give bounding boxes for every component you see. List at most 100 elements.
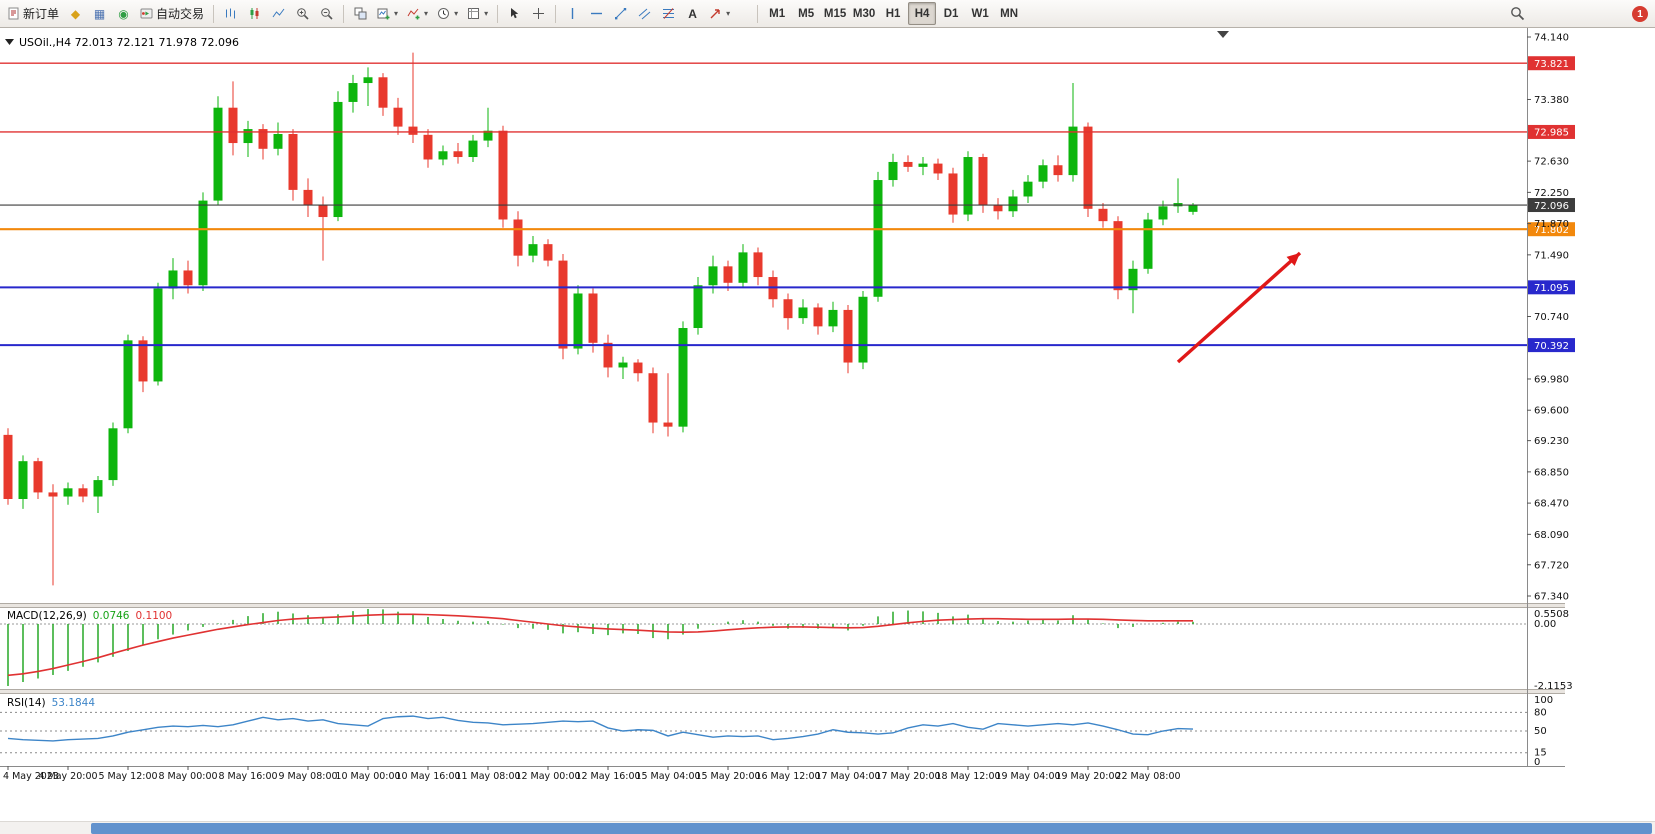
candle-body <box>213 107 223 201</box>
bar-chart-button[interactable] <box>219 2 242 25</box>
candle-body <box>1098 208 1108 222</box>
candle-body <box>1068 126 1078 176</box>
metaeditor-button[interactable]: ◆ <box>64 2 87 25</box>
candlestick-chart-button[interactable] <box>243 2 266 25</box>
candle-body <box>1143 219 1153 269</box>
candle-body <box>918 163 928 167</box>
options-button[interactable]: ▦ <box>88 2 111 25</box>
price-line-badge <box>1528 56 1575 71</box>
candle-body <box>78 488 88 497</box>
period-button[interactable]: ▾ <box>433 2 462 25</box>
candle-body <box>828 309 838 327</box>
new-chart-button[interactable]: ▾ <box>373 2 402 25</box>
indicators-button[interactable]: ▾ <box>403 2 432 25</box>
time-label: 5 May 12:00 <box>98 771 157 782</box>
candle-body <box>108 428 118 481</box>
time-label: 4 May 2023 <box>3 771 59 782</box>
price-line-badge-label: 70.392 <box>1534 341 1569 352</box>
fibonacci-tool-button[interactable] <box>657 2 680 25</box>
candle-body <box>483 130 493 141</box>
timeframe-m30-button[interactable]: M30 <box>850 2 878 25</box>
horizontal-line-tool-button[interactable] <box>585 2 608 25</box>
candle-body <box>408 126 418 135</box>
community-icon: ◉ <box>118 6 129 21</box>
arrows-icon <box>709 7 722 20</box>
price-line-badge <box>1528 338 1575 353</box>
candle-body <box>333 101 343 218</box>
price-tick-label: 71.490 <box>1534 250 1569 261</box>
candle-body <box>423 134 433 160</box>
template-button[interactable]: ▾ <box>463 2 492 25</box>
candle-body <box>948 173 958 215</box>
candle-body <box>1128 268 1138 291</box>
crosshair-tool-button[interactable] <box>527 2 550 25</box>
line-chart-icon <box>272 7 285 20</box>
price-line-badge <box>1528 198 1575 213</box>
template-icon <box>467 7 480 20</box>
toolbar-separator <box>213 4 215 23</box>
price-line-badge <box>1528 222 1575 237</box>
zoom-in-button[interactable] <box>291 2 314 25</box>
candle-body <box>228 107 238 144</box>
rsi-tick-label: 15 <box>1534 748 1547 759</box>
time-label: 16 May 12:00 <box>755 771 820 782</box>
autotrading-button[interactable]: 自动交易 <box>136 2 208 25</box>
time-label: 4 May 20:00 <box>38 771 97 782</box>
candlestick-chart-icon <box>248 7 261 20</box>
candle-body <box>363 77 373 84</box>
new-order-button[interactable]: 新订单 <box>3 2 63 25</box>
tile-windows-icon <box>354 7 367 20</box>
chart-shift-marker[interactable] <box>1217 31 1229 38</box>
candle-body <box>573 293 583 349</box>
candle-body <box>288 134 298 190</box>
timeframe-h4-button[interactable]: H4 <box>908 2 937 25</box>
timeframe-m5-button[interactable]: M5 <box>792 2 820 25</box>
candle-body <box>1038 165 1048 182</box>
bar-chart-icon <box>224 7 237 20</box>
time-label: 19 May 20:00 <box>1055 771 1120 782</box>
trend-arrow[interactable] <box>1176 251 1302 364</box>
candle-body <box>648 373 658 423</box>
time-label: 17 May 20:00 <box>875 771 940 782</box>
time-label: 9 May 08:00 <box>278 771 337 782</box>
search-button[interactable] <box>1506 2 1529 25</box>
horizontal-scrollbar[interactable] <box>0 821 1655 834</box>
zoom-in-icon <box>296 7 309 20</box>
community-button[interactable]: ◉ <box>112 2 135 25</box>
candle-body <box>663 422 673 427</box>
panel-separator[interactable] <box>0 689 1565 694</box>
panel-separator[interactable] <box>0 603 1565 608</box>
timeframe-m15-button[interactable]: M15 <box>821 2 849 25</box>
timeframe-w1-button[interactable]: W1 <box>966 2 994 25</box>
time-label: 10 May 16:00 <box>395 771 460 782</box>
arrows-tool-button[interactable]: ▾ <box>705 2 734 25</box>
timeframe-d1-button[interactable]: D1 <box>937 2 965 25</box>
zoom-out-button[interactable] <box>315 2 338 25</box>
indicators-icon <box>407 7 420 20</box>
timeframe-mn-button[interactable]: MN <box>995 2 1023 25</box>
one-click-trading-toggle[interactable] <box>5 39 14 45</box>
candle-body <box>168 270 178 289</box>
candle-body <box>903 161 913 167</box>
price-line-badge-label: 71.095 <box>1534 283 1569 294</box>
channel-tool-button[interactable] <box>633 2 656 25</box>
text-tool-button[interactable]: A <box>681 2 704 25</box>
cursor-tool-button[interactable] <box>503 2 526 25</box>
time-label: 12 May 00:00 <box>515 771 580 782</box>
horizontal-scrollbar-thumb[interactable] <box>91 823 1652 834</box>
toolbar-separator <box>497 4 499 23</box>
line-chart-button[interactable] <box>267 2 290 25</box>
trendline-tool-button[interactable] <box>609 2 632 25</box>
tile-windows-button[interactable] <box>349 2 372 25</box>
timeframe-h1-button[interactable]: H1 <box>879 2 907 25</box>
metaeditor-icon: ◆ <box>70 6 81 21</box>
candle-body <box>588 293 598 343</box>
candle-body <box>93 480 103 497</box>
horizontal-line-icon <box>590 7 603 20</box>
timeframe-m1-button[interactable]: M1 <box>763 2 791 25</box>
vertical-line-tool-button[interactable] <box>561 2 584 25</box>
candle-body <box>528 244 538 256</box>
toolbar-separator <box>555 4 557 23</box>
notification-badge[interactable]: 1 <box>1632 5 1648 22</box>
